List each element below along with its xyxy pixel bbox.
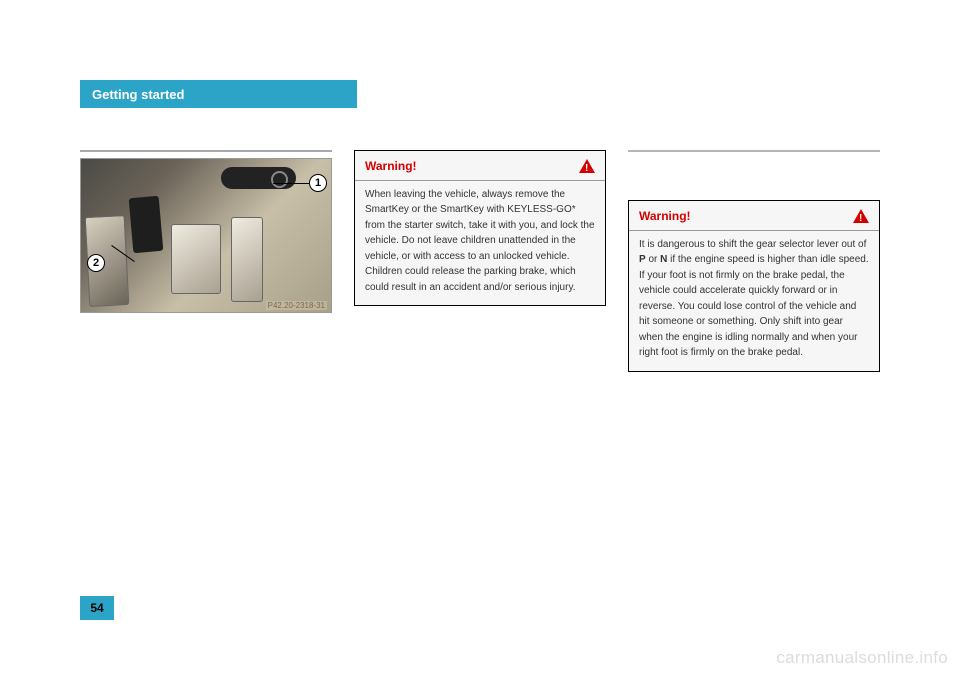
- warning-box-gear-selector: Warning! It is dangerous to shift the ge…: [628, 200, 880, 372]
- callout-1-label: 1: [315, 177, 321, 189]
- warning-body: When leaving the vehicle, always remove …: [355, 181, 605, 306]
- column-3: Warning! It is dangerous to shift the ge…: [628, 150, 880, 372]
- warning-title: Warning!: [365, 157, 417, 176]
- column-1: 1 2 P42.20-2318-31: [80, 150, 332, 372]
- warning-header: Warning!: [355, 151, 605, 180]
- warning-text-mid: or: [646, 254, 660, 265]
- column-divider: [628, 150, 880, 152]
- section-header: Getting started: [80, 80, 357, 108]
- callout-1: 1: [309, 174, 327, 192]
- callout-2: 2: [87, 254, 105, 272]
- callout-2-label: 2: [93, 257, 99, 269]
- photo-code: P42.20-2318-31: [266, 301, 327, 310]
- warning-body: It is dangerous to shift the gear select…: [629, 231, 879, 371]
- warning-header: Warning!: [629, 201, 879, 230]
- page-number: 54: [80, 596, 114, 620]
- spacer: [628, 158, 880, 200]
- watermark: carmanualsonline.info: [776, 648, 948, 668]
- brake-pedal: [171, 224, 221, 294]
- accelerator-pedal: [231, 217, 263, 302]
- column-divider: [80, 150, 332, 152]
- gear-p: P: [639, 254, 646, 265]
- section-title: Getting started: [92, 87, 184, 102]
- content-columns: 1 2 P42.20-2318-31 Warning! When leaving…: [80, 150, 880, 372]
- warning-text-pre: It is dangerous to shift the gear select…: [639, 239, 866, 250]
- pedal-photo: 1 2 P42.20-2318-31: [80, 158, 332, 313]
- warning-text-post: if the engine speed is higher than idle …: [639, 254, 869, 358]
- parking-brake-release-handle: [221, 167, 296, 189]
- column-2: Warning! When leaving the vehicle, alway…: [354, 150, 606, 372]
- manual-page: Getting started 1 2 P42.20-23: [80, 80, 880, 620]
- page-number-value: 54: [90, 601, 103, 615]
- warning-triangle-icon: [853, 209, 869, 223]
- warning-triangle-icon: [579, 159, 595, 173]
- callout-line-1: [273, 183, 313, 184]
- warning-box-leaving-vehicle: Warning! When leaving the vehicle, alway…: [354, 150, 606, 306]
- parking-brake-pedal: [129, 196, 164, 253]
- warning-title: Warning!: [639, 207, 691, 226]
